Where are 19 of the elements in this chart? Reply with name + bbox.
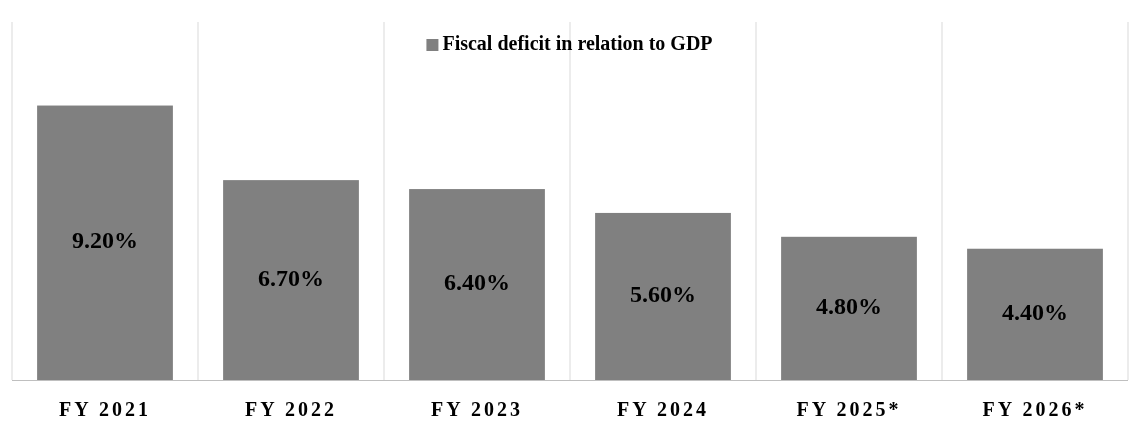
x-tick-label: FY 2021 [59, 398, 151, 421]
x-tick-label: FY 2025* [796, 398, 902, 421]
bar [781, 236, 917, 380]
data-label: 6.70% [258, 264, 324, 291]
x-tick-label: FY 2022 [245, 398, 337, 421]
x-tick-label: FY 2026* [982, 398, 1088, 421]
bar [967, 248, 1103, 380]
bar [409, 189, 545, 380]
data-label: 4.80% [816, 292, 882, 319]
legend-label: Fiscal deficit in relation to GDP [442, 31, 713, 54]
data-label: 5.60% [630, 280, 696, 307]
x-tick-label: FY 2024 [617, 398, 709, 421]
data-label: 4.40% [1002, 298, 1068, 325]
data-label: 6.40% [444, 269, 510, 296]
x-tick-label: FY 2023 [431, 398, 523, 421]
bar [223, 180, 359, 380]
bar [595, 212, 731, 380]
bar [37, 105, 173, 380]
data-label: 9.20% [72, 227, 138, 254]
